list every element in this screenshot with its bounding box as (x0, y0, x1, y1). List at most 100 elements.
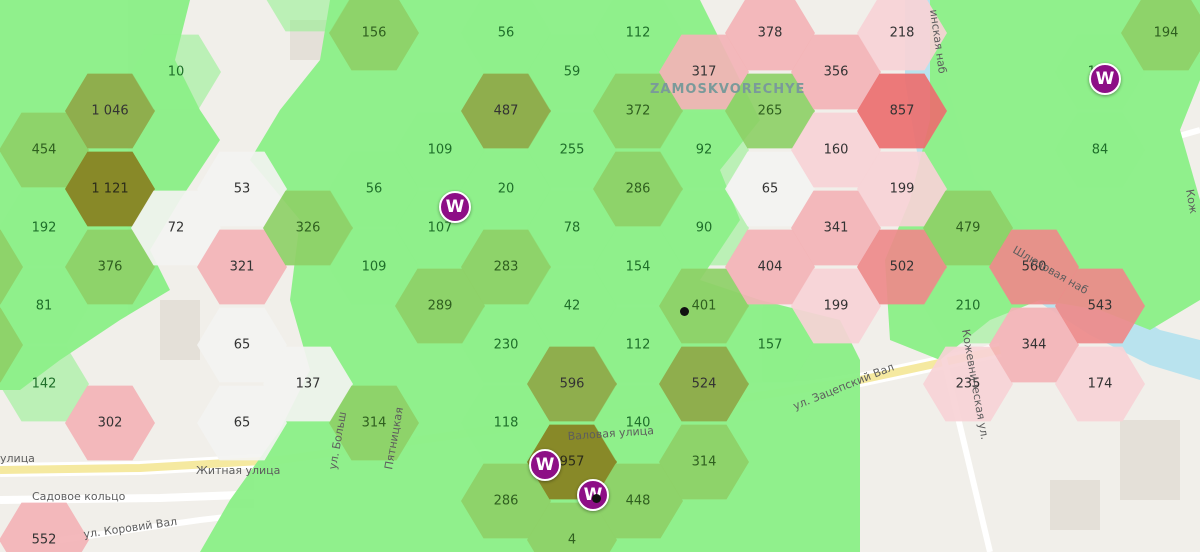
hex-cell[interactable]: 199 (791, 268, 881, 344)
hex-cell[interactable]: 378 (725, 0, 815, 71)
hex-shape[interactable] (725, 73, 815, 149)
hex-cell[interactable]: 230 (461, 307, 551, 383)
hex-shape[interactable] (461, 307, 551, 383)
hex-cell[interactable]: 302 (65, 385, 155, 461)
hex-shape[interactable] (263, 0, 353, 32)
hex-cell[interactable]: 72 (131, 190, 221, 266)
hex-cell[interactable]: 560 (989, 229, 1079, 305)
hex-cell[interactable]: 65 (197, 385, 287, 461)
hex-shape[interactable] (461, 151, 551, 227)
hex-cell[interactable]: 157 (725, 307, 815, 383)
hex-shape[interactable] (527, 502, 617, 552)
hex-shape[interactable] (659, 268, 749, 344)
hex-shape[interactable] (989, 307, 1079, 383)
hex-shape[interactable] (395, 268, 485, 344)
hex-shape[interactable] (527, 346, 617, 422)
hex-cell[interactable]: 286 (593, 151, 683, 227)
hex-shape[interactable] (659, 424, 749, 500)
hex-shape[interactable] (527, 190, 617, 266)
hex-shape[interactable] (131, 34, 221, 110)
hex-shape[interactable] (1055, 268, 1145, 344)
hex-cell[interactable]: 192 (0, 190, 89, 266)
hex-shape[interactable] (725, 151, 815, 227)
hex-cell[interactable]: 524 (659, 346, 749, 422)
hex-cell[interactable]: 314 (329, 385, 419, 461)
hex-cell[interactable]: 502 (857, 229, 947, 305)
hex-cell[interactable]: 596 (527, 346, 617, 422)
hex-shape[interactable] (461, 385, 551, 461)
hex-cell[interactable]: 118 (461, 385, 551, 461)
hex-shape[interactable] (725, 0, 815, 71)
hex-shape[interactable] (329, 0, 419, 71)
hex-cell[interactable]: 11 (263, 0, 353, 32)
hex-shape[interactable] (329, 151, 419, 227)
hex-shape[interactable] (527, 268, 617, 344)
hex-cell[interactable]: 112 (593, 307, 683, 383)
hex-shape[interactable] (461, 463, 551, 539)
hex-shape[interactable] (65, 151, 155, 227)
hex-shape[interactable] (1055, 112, 1145, 188)
hex-shape[interactable] (593, 463, 683, 539)
hex-cell[interactable]: 1 046 (65, 73, 155, 149)
hex-shape[interactable] (65, 385, 155, 461)
hex-shape[interactable] (65, 229, 155, 305)
hex-cell[interactable]: 109 (329, 229, 419, 305)
hex-cell[interactable]: 156 (329, 0, 419, 71)
hex-shape[interactable] (0, 502, 89, 552)
wifi-marker[interactable]: W (439, 191, 471, 223)
hex-cell[interactable]: 454 (0, 112, 89, 188)
hex-shape[interactable] (197, 307, 287, 383)
hex-shape[interactable] (0, 190, 89, 266)
hex-shape[interactable] (461, 0, 551, 71)
hex-cell[interactable]: 344 (989, 307, 1079, 383)
hex-shape[interactable] (593, 73, 683, 149)
hex-cell[interactable]: 487 (461, 73, 551, 149)
hex-cell[interactable]: 8 (0, 307, 23, 383)
hex-shape[interactable] (527, 34, 617, 110)
hex-cell[interactable]: 857 (857, 73, 947, 149)
hex-cell[interactable]: 283 (461, 229, 551, 305)
hex-shape[interactable] (329, 229, 419, 305)
hex-cell[interactable]: 42 (527, 268, 617, 344)
hex-cell[interactable]: 20 (461, 151, 551, 227)
hex-shape[interactable] (0, 346, 89, 422)
hex-cell[interactable]: 552 (0, 502, 89, 552)
hex-shape[interactable] (197, 385, 287, 461)
hex-shape[interactable] (857, 0, 947, 71)
hex-cell[interactable]: 112 (593, 0, 683, 71)
hex-cell[interactable]: 81 (0, 268, 89, 344)
hex-cell[interactable]: 194 (1121, 0, 1200, 71)
hex-cell[interactable]: 4 (527, 502, 617, 552)
hex-cell[interactable]: 84 (1055, 112, 1145, 188)
hex-shape[interactable] (659, 34, 749, 110)
hex-shape[interactable] (923, 268, 1013, 344)
hex-shape[interactable] (791, 112, 881, 188)
hex-cell[interactable]: 289 (395, 268, 485, 344)
hex-shape[interactable] (0, 268, 89, 344)
hex-shape[interactable] (197, 151, 287, 227)
hex-shape[interactable] (131, 190, 221, 266)
hex-shape[interactable] (725, 307, 815, 383)
hex-shape[interactable] (593, 0, 683, 71)
hex-cell[interactable]: 160 (791, 112, 881, 188)
hex-shape[interactable] (989, 229, 1079, 305)
wifi-marker[interactable]: W (529, 449, 561, 481)
hex-cell[interactable]: 92 (659, 112, 749, 188)
hex-cell[interactable]: 10 (131, 34, 221, 110)
hex-shape[interactable] (1055, 346, 1145, 422)
hex-cell[interactable]: 376 (65, 229, 155, 305)
hex-cell[interactable]: 65 (725, 151, 815, 227)
hex-shape[interactable] (857, 73, 947, 149)
hex-cell[interactable]: 401 (659, 268, 749, 344)
hex-cell[interactable]: 448 (593, 463, 683, 539)
hex-cell[interactable]: 265 (725, 73, 815, 149)
hex-cell[interactable]: 7 (0, 229, 23, 305)
hex-shape[interactable] (593, 385, 683, 461)
hex-cell[interactable]: 341 (791, 190, 881, 266)
hex-shape[interactable] (0, 307, 23, 383)
hex-cell[interactable]: 65 (197, 307, 287, 383)
hex-shape[interactable] (593, 307, 683, 383)
hex-shape[interactable] (461, 73, 551, 149)
hex-shape[interactable] (593, 151, 683, 227)
